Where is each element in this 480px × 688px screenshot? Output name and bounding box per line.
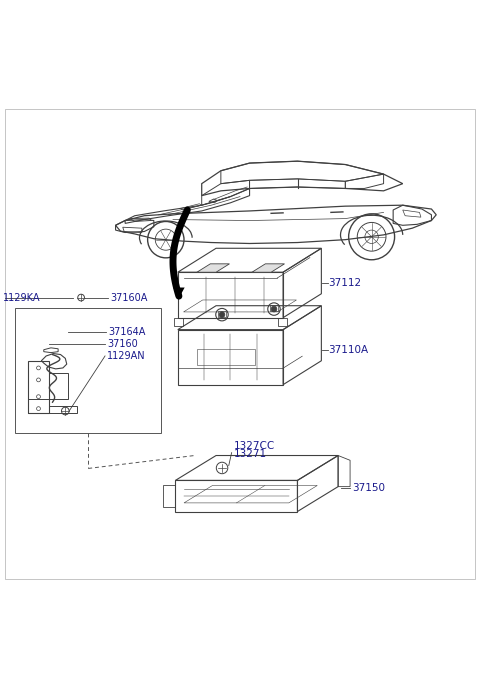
Circle shape	[219, 312, 225, 318]
Text: 1129AN: 1129AN	[108, 351, 146, 361]
Bar	[48, 373, 68, 399]
Text: 37160A: 37160A	[111, 292, 148, 303]
Text: 37112: 37112	[328, 278, 361, 288]
Text: 1129KA: 1129KA	[3, 292, 41, 303]
Polygon shape	[197, 264, 229, 272]
Bar	[197, 349, 255, 365]
Text: 37150: 37150	[352, 484, 385, 493]
Text: 37110A: 37110A	[328, 345, 369, 355]
Text: 13271: 13271	[234, 449, 267, 460]
Text: 37164A: 37164A	[108, 327, 146, 337]
Polygon shape	[252, 264, 285, 272]
Text: 1327CC: 1327CC	[234, 441, 275, 451]
Bar	[15, 308, 161, 433]
Text: 37160: 37160	[108, 339, 138, 349]
Circle shape	[271, 306, 277, 312]
Bar	[28, 361, 48, 413]
Polygon shape	[173, 288, 185, 298]
